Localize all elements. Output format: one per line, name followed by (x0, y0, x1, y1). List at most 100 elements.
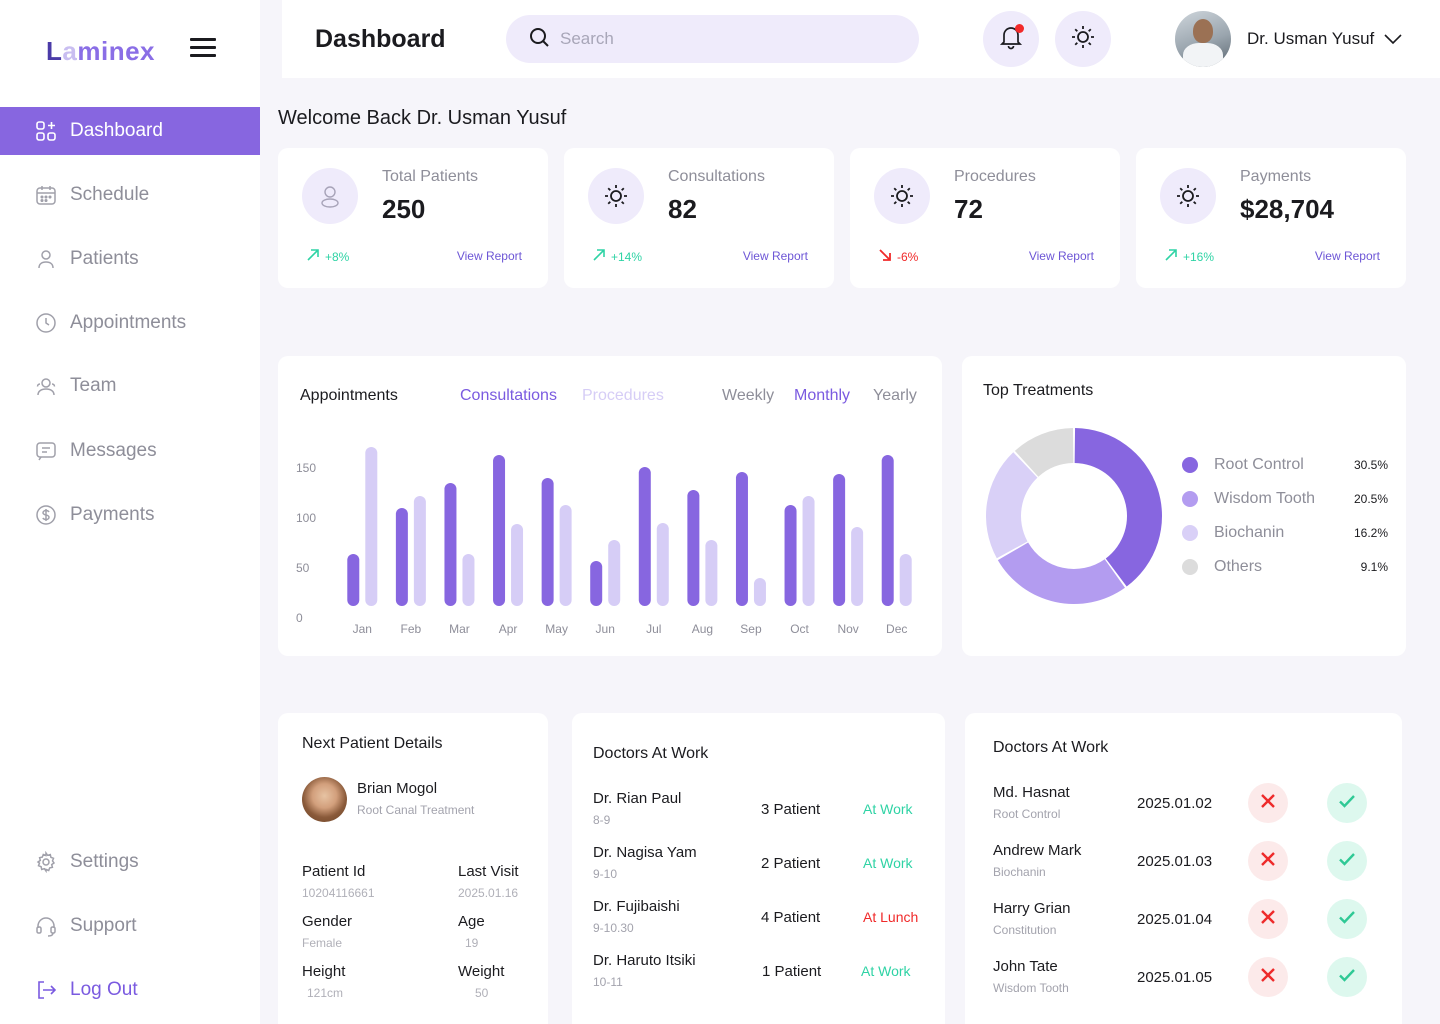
donut-slice-biochanin[interactable] (986, 452, 1038, 559)
user-avatar[interactable] (1175, 11, 1231, 67)
view-report-link[interactable]: View Report (1028, 249, 1094, 263)
legend-item: Wisdom Tooth 20.5% (1182, 489, 1392, 509)
treatments-title: Top Treatments (983, 382, 1094, 399)
bar-procedures-sep[interactable] (753, 578, 766, 606)
tab-monthly[interactable]: Monthly (794, 387, 851, 404)
doctor-patient-count: 4 Patient (761, 909, 821, 926)
tab-weekly[interactable]: Weekly (722, 387, 775, 404)
bar-consultations-mar[interactable] (444, 483, 457, 606)
doctors-at-work-card: Doctors At Work Dr. Rian Paul 8-9 3 Pati… (572, 713, 945, 1024)
bar-consultations-nov[interactable] (833, 474, 846, 606)
stat-label: Procedures (954, 168, 1036, 185)
approval-name: Md. Hasnat (993, 784, 1070, 801)
chevron-down-icon[interactable] (1382, 28, 1404, 55)
bar-consultations-oct[interactable] (784, 505, 797, 606)
reject-button[interactable] (1248, 841, 1288, 881)
card-title: Doctors At Work (593, 745, 709, 762)
notifications-button[interactable] (983, 11, 1039, 67)
user-name[interactable]: Dr. Usman Yusuf (1247, 29, 1375, 48)
headset-icon (34, 914, 58, 938)
donut-slice-others[interactable] (1014, 428, 1074, 477)
accept-button[interactable] (1327, 841, 1367, 881)
doctor-patient-count: 1 Patient (762, 963, 822, 980)
doctor-time: 9-10.30 (593, 921, 634, 935)
sidebar-item-logout[interactable]: Log Out (0, 966, 260, 1014)
x-tick-label: Jun (596, 622, 615, 636)
bar-consultations-sep[interactable] (735, 472, 748, 606)
view-report-link[interactable]: View Report (456, 249, 522, 263)
bar-consultations-jul[interactable] (638, 467, 651, 606)
bar-procedures-dec[interactable] (899, 554, 912, 606)
sidebar-item-dashboard[interactable]: Dashboard (0, 107, 260, 155)
bar-procedures-aug[interactable] (705, 540, 718, 606)
search-input[interactable] (560, 29, 880, 49)
reject-button[interactable] (1248, 899, 1288, 939)
treatments-donut-chart (986, 428, 1162, 605)
doctor-name: Dr. Rian Paul (593, 790, 682, 807)
sidebar-item-team[interactable]: Team (0, 362, 260, 410)
doctor-status: At Work (863, 801, 913, 817)
sidebar-item-patients[interactable]: Patients (0, 235, 260, 283)
stat-trend: -6% (878, 248, 918, 265)
accept-button[interactable] (1327, 899, 1367, 939)
notification-dot (1015, 24, 1024, 33)
reject-button[interactable] (1248, 783, 1288, 823)
field-label: Last Visit (458, 863, 519, 880)
doctor-time: 10-11 (593, 975, 623, 989)
accept-button[interactable] (1327, 783, 1367, 823)
sidebar-item-payments[interactable]: Payments (0, 491, 260, 539)
brand-logo[interactable]: Laminex (46, 36, 156, 66)
bar-consultations-aug[interactable] (687, 490, 700, 606)
sidebar-item-appointments[interactable]: Appointments (0, 299, 260, 347)
accept-button[interactable] (1327, 957, 1367, 997)
bar-procedures-feb[interactable] (413, 496, 426, 606)
x-tick-label: Sep (740, 622, 762, 636)
view-report-link[interactable]: View Report (1314, 249, 1380, 263)
bar-procedures-jan[interactable] (365, 447, 378, 606)
search-bar[interactable] (506, 15, 919, 63)
theme-toggle-button[interactable] (1055, 11, 1111, 67)
donut-slice-root-control[interactable] (1074, 428, 1162, 587)
bar-procedures-may[interactable] (559, 505, 572, 606)
view-report-link[interactable]: View Report (742, 249, 808, 263)
arrow-up-right-icon (1164, 248, 1183, 265)
bar-procedures-apr[interactable] (511, 524, 524, 606)
sidebar-item-support[interactable]: Support (0, 902, 260, 950)
bar-procedures-jul[interactable] (656, 523, 669, 606)
sidebar-item-label: Settings (70, 851, 139, 872)
sidebar: Laminex Dashboard Schedule Patients Appo… (0, 0, 260, 1024)
sidebar-item-messages[interactable]: Messages (0, 427, 260, 475)
bar-consultations-may[interactable] (541, 478, 554, 606)
approval-treatment: Constitution (993, 923, 1057, 937)
donut-slice-wisdom-tooth[interactable] (997, 542, 1125, 605)
stat-trend: +16% (1164, 248, 1214, 265)
bar-consultations-feb[interactable] (395, 508, 408, 606)
doctor-time: 9-10 (593, 867, 618, 881)
x-tick-label: Mar (449, 622, 470, 636)
reject-button[interactable] (1248, 957, 1288, 997)
tab-consultations[interactable]: Consultations (460, 387, 557, 404)
doctor-name: Dr. Fujibaishi (593, 898, 680, 915)
stat-card-payments: Payments $28,704 +16% View Report (1136, 148, 1406, 288)
clock-icon (34, 311, 58, 335)
bar-procedures-nov[interactable] (851, 527, 864, 606)
bar-procedures-jun[interactable] (608, 540, 621, 606)
approval-date: 2025.01.03 (1137, 853, 1213, 870)
bar-consultations-jan[interactable] (347, 554, 360, 606)
bar-consultations-jun[interactable] (590, 561, 603, 606)
bar-consultations-apr[interactable] (493, 455, 506, 606)
patient-avatar (302, 777, 347, 822)
sidebar-item-schedule[interactable]: Schedule (0, 171, 260, 219)
doctor-patient-count: 2 Patient (761, 855, 821, 872)
menu-toggle-button[interactable] (190, 38, 216, 62)
bar-consultations-dec[interactable] (881, 455, 894, 606)
y-tick-label: 100 (296, 511, 316, 525)
bar-procedures-oct[interactable] (802, 496, 815, 606)
tab-yearly[interactable]: Yearly (873, 387, 917, 404)
tab-procedures[interactable]: Procedures (582, 387, 664, 404)
arrow-down-right-icon (878, 248, 897, 265)
field-label: Height (302, 963, 346, 980)
sidebar-item-settings[interactable]: Settings (0, 838, 260, 886)
bar-procedures-mar[interactable] (462, 554, 475, 606)
sidebar-item-label: Log Out (70, 979, 138, 1000)
